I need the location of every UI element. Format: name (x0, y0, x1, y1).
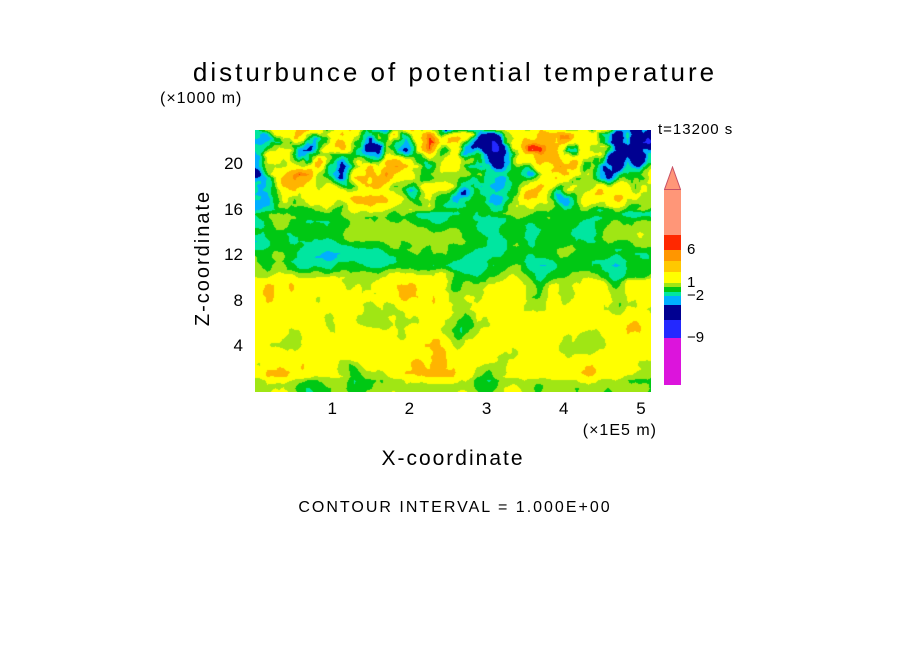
colorbar-segment (664, 250, 681, 261)
x-axis-title: X-coordinate (381, 447, 525, 470)
z-tick-label: 4 (233, 336, 243, 356)
colorbar-tick-label: −2 (687, 287, 705, 304)
z-tick-label: 16 (224, 199, 243, 219)
x-tick-label: 2 (404, 399, 415, 418)
colorbar-segment (664, 235, 681, 250)
colorbar-segment (664, 291, 681, 296)
colorbar-tick-label: 1 (687, 274, 696, 291)
x-tick-label: 4 (559, 399, 569, 418)
colorbar-segment (664, 261, 681, 272)
time-label: t=13200 s (658, 121, 734, 138)
contour-field (255, 130, 651, 392)
chart-title: disturbunce of potential temperature (192, 57, 718, 87)
z-tick-label: 20 (224, 154, 243, 174)
colorbar-segment (664, 283, 681, 287)
colorbar-segment (664, 296, 681, 305)
colorbar-tick-label: 6 (687, 241, 696, 258)
colorbar-arrow-icon (664, 166, 681, 190)
colorbar-tick-label: −9 (687, 329, 705, 346)
colorbar-segment (664, 190, 681, 235)
x-tick-label: 5 (636, 399, 646, 418)
colorbar-segment (664, 287, 681, 292)
z-axis-unit-label: (×1000 m) (160, 90, 243, 107)
z-tick-label: 12 (224, 245, 243, 265)
contour-interval-label: CONTOUR INTERVAL = 1.000E+00 (298, 499, 612, 516)
colorbar-segment (664, 320, 681, 338)
colorbar-segment (664, 338, 681, 385)
z-tick-label: 8 (233, 290, 243, 310)
x-axis-unit-label: (×1E5 m) (582, 422, 657, 439)
colorbar-arrow-shape (664, 166, 681, 190)
colorbar-segment (664, 305, 681, 320)
colorbar-segment (664, 272, 681, 283)
x-tick-label: 3 (481, 399, 492, 418)
x-tick-label: 1 (327, 399, 337, 418)
